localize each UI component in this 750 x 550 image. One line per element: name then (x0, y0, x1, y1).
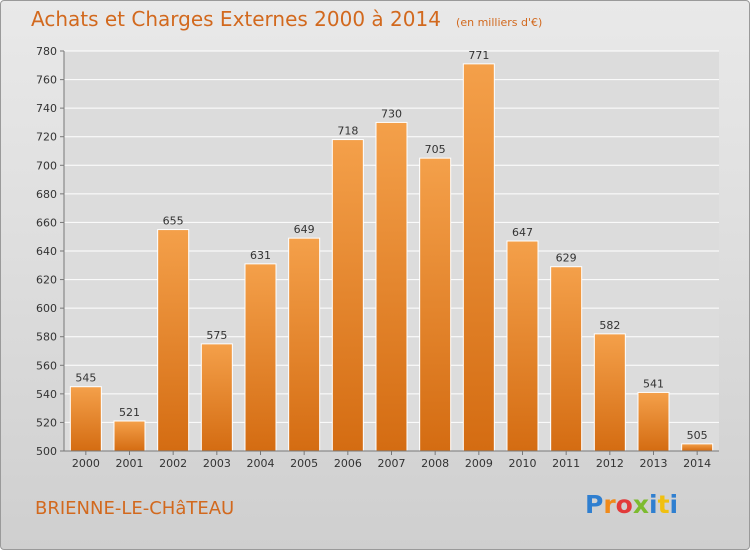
bar (637, 391, 670, 452)
chart-title: Achats et Charges Externes 2000 à 2014 (31, 7, 441, 31)
y-tick-label: 500 (36, 445, 57, 458)
y-tick-label: 720 (36, 131, 57, 144)
y-tick-label: 680 (36, 188, 57, 201)
x-tick-label: 2004 (247, 457, 275, 470)
bars: 545 521 655 575 631 649 718 730 705 771 647 629 582 5… (69, 49, 714, 452)
x-tick-label: 2005 (290, 457, 318, 470)
bar (550, 266, 583, 452)
y-tick-label: 740 (36, 102, 57, 115)
bar (69, 386, 102, 452)
bar-value-label: 730 (381, 107, 402, 120)
bar (113, 420, 146, 452)
bar (157, 229, 190, 452)
commune-name: BRIENNE-LE-CHâTEAU (35, 498, 235, 519)
title-row: Achats et Charges Externes 2000 à 2014 (… (31, 7, 542, 31)
bar (200, 343, 233, 452)
x-tick-label: 2012 (596, 457, 624, 470)
y-tick-label: 580 (36, 331, 57, 344)
x-axis-ticks: 2000 2001 2002 2003 2004 2005 2006 2007 2008 2009… (72, 451, 711, 470)
bar-value-label: 629 (556, 252, 577, 265)
x-tick-label: 2010 (509, 457, 537, 470)
y-tick-label: 780 (36, 45, 57, 58)
bar-value-label: 582 (599, 319, 620, 332)
chart-subtitle: (en milliers d'€) (456, 16, 543, 29)
x-tick-label: 2002 (159, 457, 187, 470)
bar-value-label: 575 (206, 329, 227, 342)
x-tick-label: 2008 (421, 457, 449, 470)
bar (375, 121, 408, 452)
bar (681, 443, 714, 452)
bar-value-label: 649 (294, 223, 315, 236)
bar (462, 63, 495, 452)
bar-value-label: 505 (687, 429, 708, 442)
y-axis-ticks: 500 520 540 560 580 600 620 640 660 680 700 720 740 7… (36, 45, 64, 458)
x-tick-label: 2000 (72, 457, 100, 470)
y-tick-label: 620 (36, 274, 57, 287)
x-tick-label: 2006 (334, 457, 362, 470)
y-tick-label: 560 (36, 359, 57, 372)
bar-value-label: 705 (425, 143, 446, 156)
y-tick-label: 600 (36, 302, 57, 315)
x-tick-label: 2014 (683, 457, 711, 470)
bar-value-label: 545 (75, 372, 96, 385)
y-tick-label: 520 (36, 416, 57, 429)
y-tick-label: 700 (36, 159, 57, 172)
y-tick-label: 540 (36, 388, 57, 401)
bar (331, 139, 364, 452)
x-tick-label: 2003 (203, 457, 231, 470)
bar-value-label: 771 (468, 49, 489, 62)
x-tick-label: 2013 (640, 457, 668, 470)
x-tick-label: 2007 (378, 457, 406, 470)
proxiti-logo: Proxiti (585, 490, 679, 519)
bar-value-label: 718 (337, 125, 358, 138)
bar (244, 263, 277, 452)
bar (419, 157, 452, 452)
x-tick-label: 2011 (552, 457, 580, 470)
bar-value-label: 521 (119, 406, 140, 419)
bar (506, 240, 539, 452)
bar-value-label: 655 (163, 215, 184, 228)
y-tick-label: 660 (36, 216, 57, 229)
x-tick-label: 2001 (116, 457, 144, 470)
y-tick-label: 760 (36, 74, 57, 87)
bar-value-label: 541 (643, 377, 664, 390)
bar-value-label: 647 (512, 226, 533, 239)
bar (593, 333, 626, 452)
bar-value-label: 631 (250, 249, 271, 262)
x-tick-label: 2009 (465, 457, 493, 470)
bar (288, 237, 321, 452)
axes (63, 51, 719, 452)
y-tick-label: 640 (36, 245, 57, 258)
